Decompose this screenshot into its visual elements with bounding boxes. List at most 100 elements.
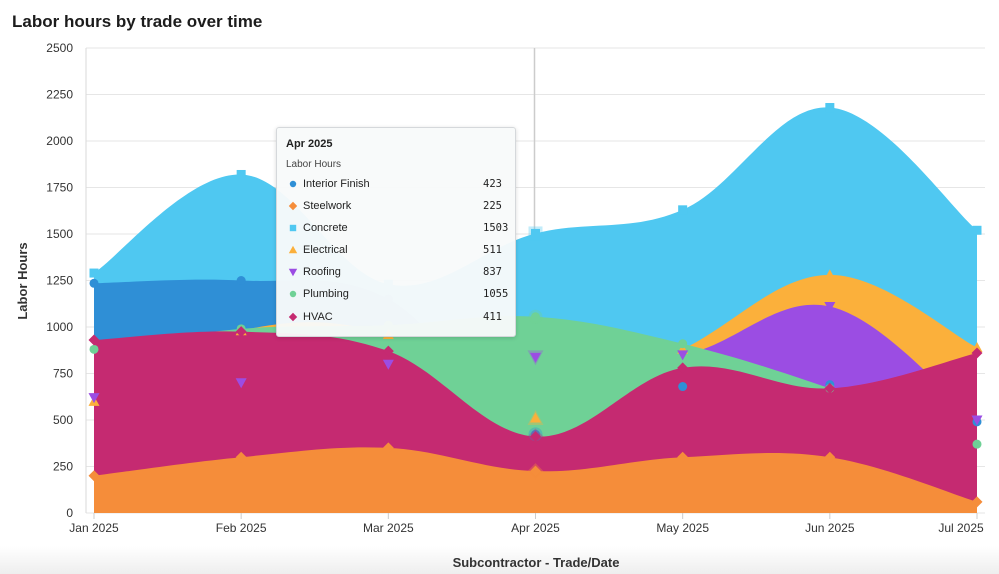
y-tick-label: 1750 [46,181,73,195]
marker-interior-finish[interactable] [89,278,99,288]
x-axis-title: Subcontractor - Trade/Date [453,555,620,570]
tooltip-series-name: Roofing [303,266,341,279]
diamond-icon [288,312,298,321]
triangle-down-symbol[interactable] [288,269,298,277]
marker-steelwork[interactable] [530,465,541,477]
diamond-symbol[interactable] [288,312,298,321]
square-icon [289,224,297,232]
square-symbol[interactable] [289,224,297,232]
tooltip-row: Interior Finish 423 [286,176,506,198]
marker-plumbing[interactable] [531,312,540,322]
marker-plumbing[interactable] [89,344,99,354]
chart-title: Labor hours by trade over time [12,12,263,31]
marker-steelwork[interactable] [382,442,394,454]
triangle-down-icon [288,269,298,277]
y-tick-label: 750 [53,367,73,381]
diamond-icon [288,201,298,211]
tooltip-title: Apr 2025 [286,138,333,150]
y-tick-label: 2000 [46,134,73,148]
tooltip-row: Concrete 1503 [286,220,509,242]
tooltip-series-value: 1503 [483,222,509,235]
tooltip-series-name: Steelwork [303,200,352,213]
y-tick-label: 1000 [46,320,73,334]
tooltip-row: Steelwork 225 [286,198,506,220]
marker-steelwork[interactable] [88,470,100,482]
marker-hvac[interactable] [235,326,247,338]
marker-hvac[interactable] [530,431,541,443]
area-steelwork[interactable] [94,447,977,513]
tooltip-series-name: HVAC [303,310,333,323]
x-tick-label: May 2025 [656,521,709,535]
tooltip-series-value: 423 [483,178,502,190]
marker-interior-finish[interactable] [678,382,688,392]
x-tick-label: Mar 2025 [363,521,414,535]
marker-hvac[interactable] [677,362,689,374]
marker-electrical[interactable] [824,269,836,280]
circle-symbol[interactable] [289,291,297,298]
marker-hvac[interactable] [88,334,100,346]
marker-concrete[interactable] [678,205,688,215]
triangle-symbol[interactable] [288,246,298,254]
y-tick-label: 0 [66,506,73,520]
marker-concrete[interactable] [89,268,99,278]
tooltip-row: Electrical 511 [286,242,506,264]
y-tick-label: 500 [53,413,73,427]
x-tick-label: Jan 2025 [69,521,119,535]
marker-concrete[interactable] [972,225,982,235]
y-tick-label: 2500 [46,41,73,55]
marker-roofing[interactable] [235,378,247,389]
marker-hvac[interactable] [971,347,983,359]
marker-roofing[interactable] [88,393,100,404]
marker-roofing[interactable] [971,415,983,426]
marker-roofing[interactable] [677,350,689,361]
marker-concrete[interactable] [236,169,246,179]
x-tick-label: Feb 2025 [216,521,267,535]
hover-tooltip: Apr 2025 Labor Hours Interior Finish 423 S… [276,127,516,337]
marker-concrete[interactable] [531,228,540,238]
tooltip-series-name: Electrical [303,244,348,257]
y-tick-label: 2250 [46,88,73,102]
diamond-symbol[interactable] [288,201,298,211]
y-axis-title: Labor Hours [15,242,30,319]
y-tick-label: 250 [53,460,73,474]
circle-symbol[interactable] [289,180,297,188]
circle-icon [289,291,297,298]
tooltip-series-name: Concrete [303,222,348,235]
marker-plumbing[interactable] [972,439,982,449]
tooltip-rows: Interior Finish 423 Steelwork 225 Concrete 15… [286,176,509,331]
tooltip-series-value: 1055 [483,288,509,301]
tooltip-series-value: 511 [483,244,502,257]
marker-steelwork[interactable] [971,496,983,508]
tooltip-subtitle: Labor Hours [286,159,342,170]
x-tick-label: Apr 2025 [511,521,560,535]
tooltip-row: Plumbing 1055 [286,286,509,308]
tooltip-series-value: 837 [483,266,502,279]
y-tick-label: 1250 [46,274,73,288]
x-axis-ticks: Jan 2025 Feb 2025 Mar 2025 Apr 2025 May 2025… [69,513,984,535]
marker-plumbing[interactable] [678,339,688,349]
marker-roofing[interactable] [530,352,541,363]
tooltip-series-name: Interior Finish [303,178,370,190]
y-axis-ticks: 0 250 500 750 1000 1250 1500 1750 2000 2250 2500 [46,41,73,520]
marker-interior-finish[interactable] [236,276,246,285]
marker-hvac[interactable] [824,382,836,394]
marker-concrete[interactable] [825,103,835,113]
tooltip-series-value: 225 [483,200,502,213]
tooltip-row: HVAC 411 [286,309,506,331]
tooltip-series-value: 411 [483,310,502,323]
marker-roofing[interactable] [824,302,836,313]
series-markers[interactable] [88,103,983,508]
triangle-icon [288,246,298,254]
x-tick-label: Jun 2025 [805,521,855,535]
marker-electrical[interactable] [530,412,541,423]
marker-hvac[interactable] [382,345,394,357]
tooltip-row: Roofing 837 [286,264,506,286]
marker-electrical[interactable] [971,341,983,352]
y-tick-label: 1500 [46,227,73,241]
marker-roofing[interactable] [382,359,394,370]
marker-steelwork[interactable] [824,451,836,463]
marker-steelwork[interactable] [235,451,247,463]
marker-steelwork[interactable] [677,451,689,463]
x-tick-label: Jul 2025 [938,521,984,535]
tooltip-series-name: Plumbing [303,288,349,301]
